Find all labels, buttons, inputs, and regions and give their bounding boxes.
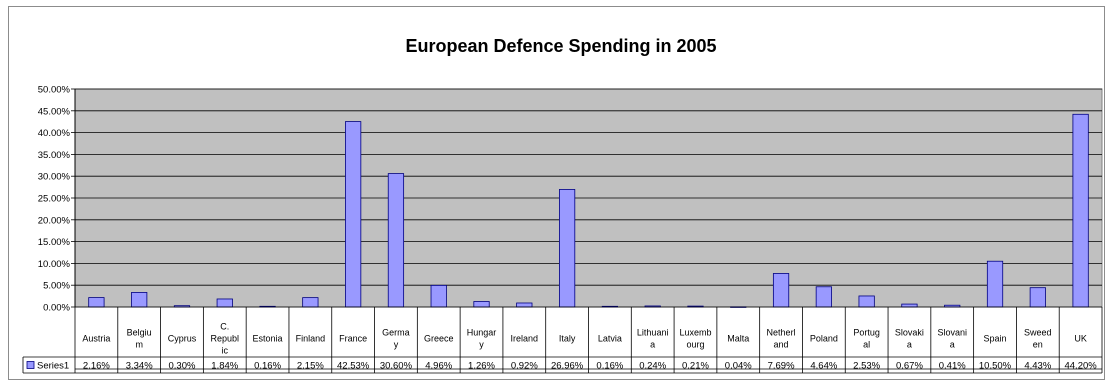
value-label: 30.60% xyxy=(380,361,413,372)
value-label: 0.04% xyxy=(725,361,752,372)
chart-frame: European Defence Spending in 2005 0.00% 5… xyxy=(8,6,1105,380)
category-label: Finland xyxy=(296,334,326,344)
value-label: 1.84% xyxy=(211,361,238,372)
chart-title: European Defence Spending in 2005 xyxy=(405,36,716,56)
value-label: 0.21% xyxy=(682,361,709,372)
bar xyxy=(430,284,447,308)
value-label: 2.53% xyxy=(853,361,880,372)
category-label: Ireland xyxy=(511,334,539,344)
legend-swatch xyxy=(26,361,35,369)
y-tick-label: 15.00% xyxy=(38,237,71,248)
bar xyxy=(901,303,918,308)
value-label: 2.16% xyxy=(83,361,110,372)
legend-label: Series1 xyxy=(37,361,69,372)
bar xyxy=(216,298,233,308)
category-label: Netherl and xyxy=(767,328,796,350)
category-label: Spain xyxy=(984,334,1007,344)
y-tick-label: 50.00% xyxy=(38,85,71,96)
value-label: 3.34% xyxy=(126,361,153,372)
bar xyxy=(559,189,576,308)
bar xyxy=(131,292,148,308)
bar xyxy=(88,297,105,308)
value-label: 0.41% xyxy=(939,361,966,372)
value-label: 0.67% xyxy=(896,361,923,372)
category-label: Portug al xyxy=(853,328,880,350)
category-label: Slovani a xyxy=(937,328,967,350)
y-tick-label: 5.00% xyxy=(43,281,70,292)
value-label: 44.20% xyxy=(1064,361,1097,372)
category-label: Luxemb ourg xyxy=(679,328,711,350)
category-label: Italy xyxy=(559,334,576,344)
category-label: Austria xyxy=(82,334,110,344)
category-label: Poland xyxy=(810,334,838,344)
value-label: 42.53% xyxy=(337,361,370,372)
value-label: 4.43% xyxy=(1024,361,1051,372)
value-label: 10.50% xyxy=(979,361,1012,372)
category-label: Hungar y xyxy=(467,328,497,350)
value-label: 26.96% xyxy=(551,361,584,372)
bar xyxy=(302,297,319,308)
y-tick-label: 25.00% xyxy=(38,194,71,205)
bar xyxy=(772,273,790,308)
value-label: 0.24% xyxy=(639,361,666,372)
chart-svg: European Defence Spending in 2005 0.00% 5… xyxy=(22,36,1103,374)
grid-lines xyxy=(71,88,1102,308)
category-label: Lithuani a xyxy=(637,328,669,350)
category-label: Cyprus xyxy=(168,334,197,344)
bar xyxy=(387,173,405,308)
bar xyxy=(986,260,1004,308)
category-label: Belgiu m xyxy=(127,328,152,350)
category-label: UK xyxy=(1074,334,1087,344)
y-tick-label: 20.00% xyxy=(38,215,71,226)
bar xyxy=(1029,287,1046,308)
category-label: Slovaki a xyxy=(895,328,924,350)
value-label: 4.64% xyxy=(810,361,837,372)
category-label: Sweed en xyxy=(1024,328,1052,350)
category-label: Estonia xyxy=(253,334,283,344)
y-tick-label: 45.00% xyxy=(38,106,71,117)
y-tick-label: 10.00% xyxy=(38,259,71,270)
y-tick-label: 35.00% xyxy=(38,150,71,161)
bar xyxy=(1072,113,1089,308)
bar xyxy=(815,286,832,308)
category-label: C. Republ ic xyxy=(211,322,240,356)
value-label: 0.16% xyxy=(596,361,623,372)
bar xyxy=(858,295,875,308)
y-axis-ticks: 0.00% 5.00% 10.00% 15.00% 20.00% 25.00% 30.00%… xyxy=(38,85,71,314)
y-tick-label: 0.00% xyxy=(43,303,70,314)
y-tick-label: 40.00% xyxy=(38,128,71,139)
value-label: 0.16% xyxy=(254,361,281,372)
category-label: Malta xyxy=(727,334,749,344)
value-label: 4.96% xyxy=(425,361,452,372)
category-label: Greece xyxy=(424,334,454,344)
category-label: Germa y xyxy=(382,328,410,350)
category-label: Latvia xyxy=(598,334,622,344)
value-label: 0.30% xyxy=(169,361,196,372)
value-label: 2.15% xyxy=(297,361,324,372)
bars xyxy=(88,113,1089,308)
value-label: 0.92% xyxy=(511,361,538,372)
bar xyxy=(516,302,533,308)
value-label: 1.26% xyxy=(468,361,495,372)
bar xyxy=(473,301,490,308)
value-label: 7.69% xyxy=(768,361,795,372)
y-tick-label: 30.00% xyxy=(38,172,71,183)
data-table: Series1 Austria 2.16% Belgiu m 3.34% Cyprus 0.3… xyxy=(22,306,1103,374)
bar xyxy=(345,121,362,308)
category-label: France xyxy=(339,334,367,344)
